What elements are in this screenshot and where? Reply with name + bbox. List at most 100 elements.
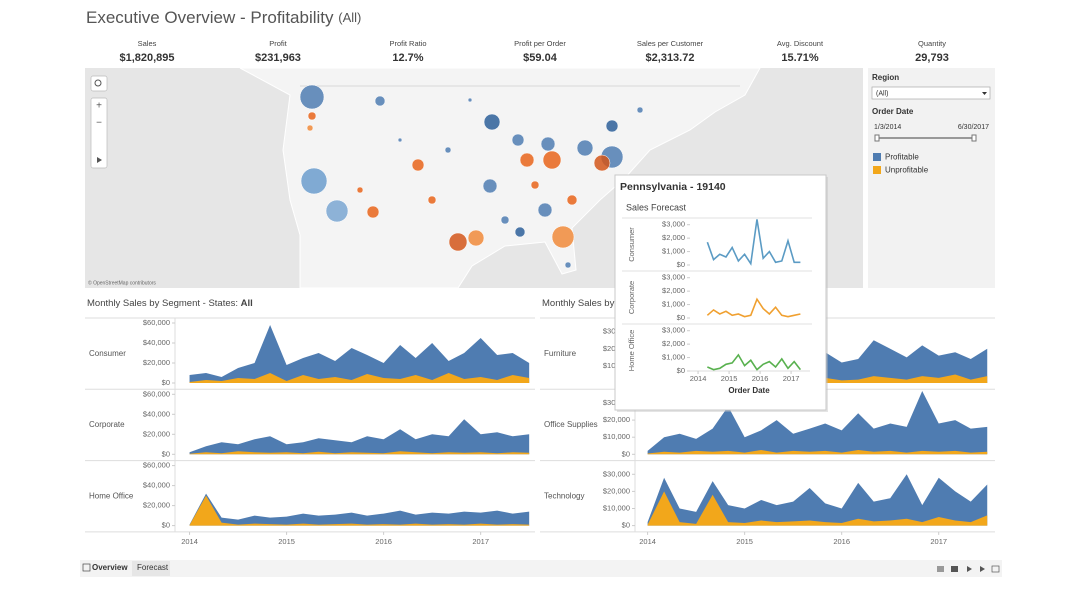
panel-label: Office Supplies bbox=[544, 420, 598, 429]
x-tick-label: 2014 bbox=[690, 374, 707, 383]
tab-background bbox=[132, 561, 170, 576]
region-label: Region bbox=[872, 73, 899, 82]
tooltip-title: Pennsylvania - 19140 bbox=[620, 181, 726, 193]
panel-label: Consumer bbox=[89, 349, 126, 358]
date-label: Order Date bbox=[872, 107, 914, 116]
area bbox=[189, 493, 530, 526]
y-tick-label: $0 bbox=[677, 366, 685, 375]
map-marker bbox=[299, 84, 325, 110]
chart-title-bold: All bbox=[241, 298, 253, 309]
legend-swatch bbox=[873, 166, 881, 174]
dropdown-arrow[interactable] bbox=[982, 92, 987, 95]
legend-swatch bbox=[873, 153, 881, 161]
map-marker bbox=[636, 106, 644, 114]
map-marker bbox=[427, 195, 437, 205]
dashboard-title: Executive Overview - Profitability (All) bbox=[86, 8, 361, 27]
y-tick-label: $0 bbox=[677, 313, 685, 322]
map-marker bbox=[537, 202, 553, 218]
kpi-value: $59.04 bbox=[523, 52, 558, 64]
nav-icon[interactable] bbox=[951, 566, 958, 572]
date-end: 6/30/2017 bbox=[958, 124, 989, 131]
zoom-out-icon[interactable]: − bbox=[96, 118, 102, 129]
y-tick-label: $40,000 bbox=[143, 481, 170, 490]
zoom-in-icon[interactable]: + bbox=[96, 101, 102, 112]
panel-label: Consumer bbox=[627, 227, 636, 262]
date-start: 1/3/2014 bbox=[874, 124, 901, 131]
area bbox=[647, 450, 988, 455]
map-marker bbox=[444, 146, 452, 154]
y-tick-label: $1,000 bbox=[662, 300, 685, 309]
y-tick-label: $60,000 bbox=[143, 389, 170, 398]
region-value[interactable]: (All) bbox=[876, 90, 888, 97]
y-tick-label: $3,000 bbox=[662, 326, 685, 335]
grid-icon bbox=[82, 563, 91, 572]
map-marker bbox=[551, 225, 575, 249]
kpi-label: Sales per Customer bbox=[637, 39, 704, 48]
nav-icon[interactable] bbox=[980, 566, 985, 572]
title-text: Executive Overview - Profitability bbox=[86, 8, 334, 27]
x-tick-label: 2015 bbox=[736, 537, 753, 546]
map-marker bbox=[542, 150, 562, 170]
y-tick-label: $0 bbox=[162, 449, 170, 458]
map-marker bbox=[467, 229, 485, 247]
map-marker bbox=[325, 199, 349, 223]
nav-icon[interactable] bbox=[967, 566, 972, 572]
slider-handle[interactable] bbox=[874, 134, 880, 142]
y-tick-label: $60,000 bbox=[143, 461, 170, 470]
charts: Monthly Sales by Segment - States: All Co… bbox=[85, 298, 995, 546]
y-tick-label: $2,000 bbox=[662, 339, 685, 348]
x-tick-label: 2014 bbox=[639, 537, 656, 546]
nav-icon[interactable] bbox=[937, 566, 944, 572]
map-marker bbox=[500, 215, 510, 225]
y-tick-label: $30,000 bbox=[603, 469, 630, 478]
map-search[interactable] bbox=[90, 75, 108, 92]
x-tick-label: 2017 bbox=[783, 374, 800, 383]
map-play-icon[interactable] bbox=[97, 157, 102, 163]
x-tick-label: 2016 bbox=[752, 374, 769, 383]
y-tick-label: $2,000 bbox=[662, 233, 685, 242]
y-tick-label: $20,000 bbox=[603, 486, 630, 495]
panel-label: Corporate bbox=[89, 420, 125, 429]
tooltip-subtitle: Sales Forecast bbox=[626, 202, 687, 212]
kpi-label: Avg. Discount bbox=[777, 39, 824, 48]
line bbox=[707, 353, 802, 371]
y-tick-label: $20,000 bbox=[143, 358, 170, 367]
tab[interactable]: Forecast bbox=[137, 563, 169, 572]
map-marker bbox=[300, 167, 328, 195]
map-marker bbox=[467, 97, 473, 103]
x-axis-title: Order Date bbox=[728, 386, 770, 395]
kpi-value: $1,820,895 bbox=[119, 52, 174, 64]
tab-bar: Overview Forecast bbox=[80, 560, 1002, 577]
y-tick-label: $3,000 bbox=[662, 273, 685, 282]
tab[interactable]: Overview bbox=[92, 563, 128, 572]
map-zoom-tools[interactable] bbox=[90, 97, 108, 169]
map-attribution: © OpenStreetMap contributors bbox=[88, 279, 156, 286]
area bbox=[647, 491, 988, 526]
search-icon[interactable] bbox=[94, 79, 102, 87]
y-tick-label: $40,000 bbox=[143, 409, 170, 418]
y-tick-label: $2,000 bbox=[662, 286, 685, 295]
y-tick-label: $10,000 bbox=[603, 432, 630, 441]
nav-icon[interactable] bbox=[991, 565, 1000, 573]
map-marker bbox=[530, 180, 540, 190]
kpi-value: 29,793 bbox=[915, 52, 949, 64]
map-marker bbox=[483, 113, 501, 131]
y-tick-label: $3,000 bbox=[662, 220, 685, 229]
kpi-value: $231,963 bbox=[255, 52, 301, 64]
map-controls[interactable] bbox=[90, 75, 108, 169]
legend-label: Unprofitable bbox=[885, 166, 929, 175]
x-tick-label: 2015 bbox=[278, 537, 295, 546]
slider-handle[interactable] bbox=[971, 134, 977, 142]
map-marker bbox=[482, 178, 498, 194]
map-marker bbox=[306, 124, 314, 132]
y-tick-label: $0 bbox=[622, 449, 630, 458]
kpi-label: Quantity bbox=[918, 39, 946, 48]
map-marker bbox=[356, 186, 364, 194]
map-marker bbox=[593, 154, 611, 172]
tab-bar-background bbox=[80, 560, 1002, 577]
legend: Profitable Unprofitable bbox=[873, 153, 929, 175]
region-dropdown[interactable] bbox=[871, 86, 991, 100]
legend-label: Profitable bbox=[885, 153, 919, 162]
y-tick-label: $20,000 bbox=[143, 429, 170, 438]
y-tick-label: $0 bbox=[677, 260, 685, 269]
